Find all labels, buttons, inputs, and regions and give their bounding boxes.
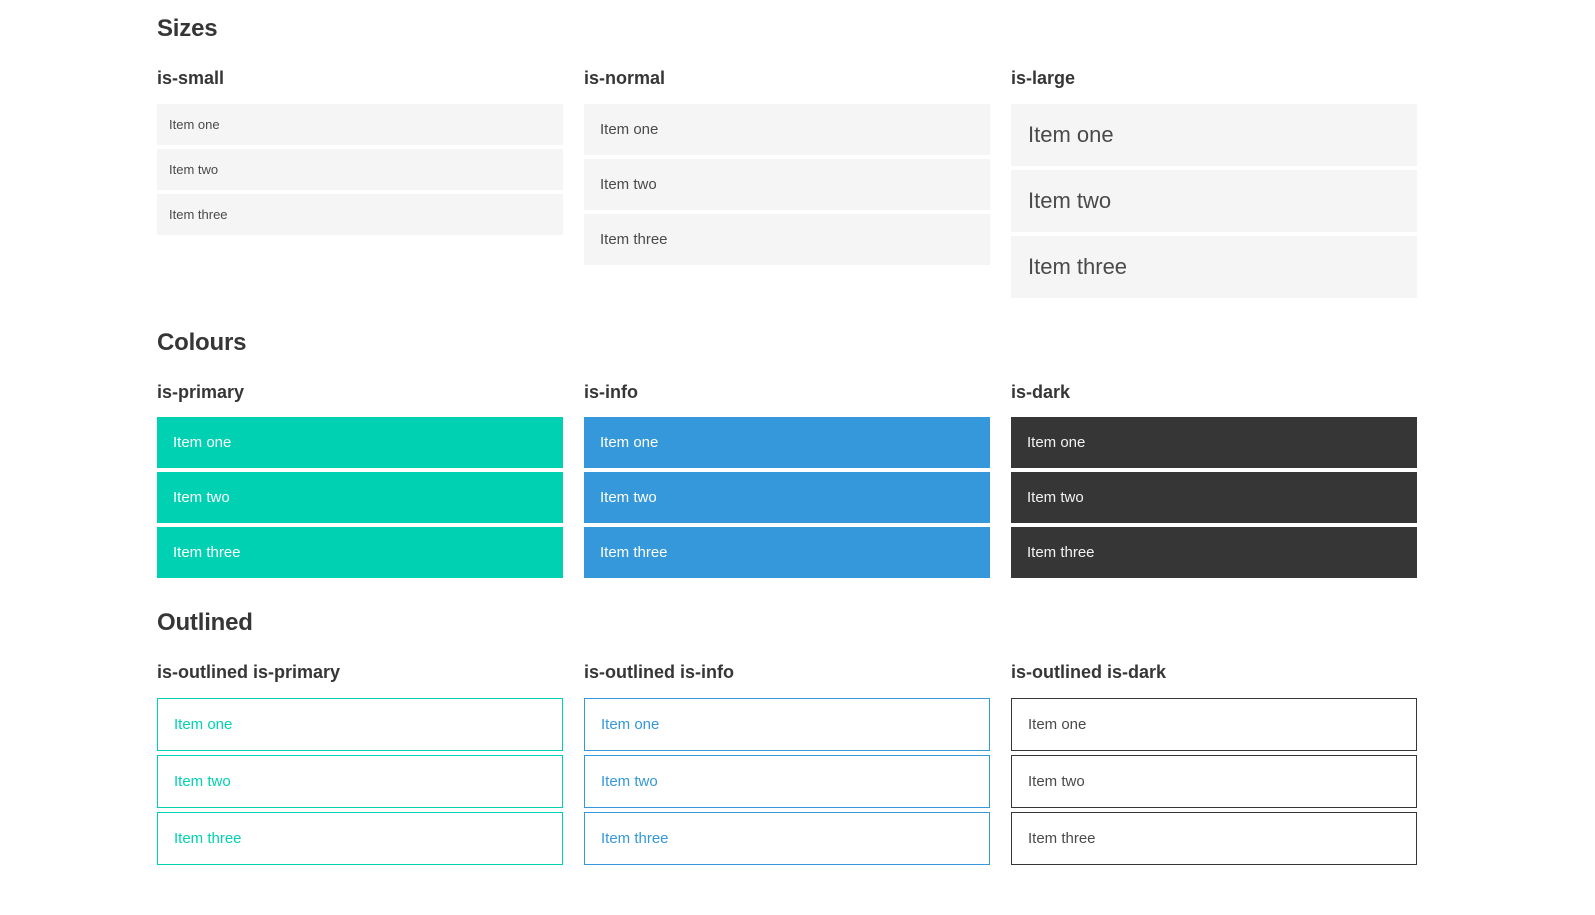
group-is-normal: is-normal Item one Item two Item three	[584, 68, 990, 302]
group-is-dark: is-dark Item one Item two Item three	[1011, 382, 1417, 583]
item-list-outlined-info: Item one Item two Item three	[584, 697, 990, 865]
item-list-dark: Item one Item two Item three	[1011, 417, 1417, 579]
item-list-primary: Item one Item two Item three	[157, 417, 563, 579]
item-list-small: Item one Item two Item three	[157, 103, 563, 235]
list-item[interactable]: Item three	[1011, 527, 1417, 579]
group-label-is-info: is-info	[584, 381, 638, 402]
list-item[interactable]: Item two	[584, 472, 990, 524]
list-item[interactable]: Item three	[157, 193, 563, 235]
list-item[interactable]: Item three	[157, 527, 563, 579]
list-item[interactable]: Item one	[1011, 103, 1417, 166]
list-item[interactable]: Item three	[1011, 811, 1417, 865]
item-list-outlined-dark: Item one Item two Item three	[1011, 697, 1417, 865]
list-item[interactable]: Item one	[584, 103, 990, 155]
list-item[interactable]: Item two	[157, 472, 563, 524]
list-item[interactable]: Item two	[1011, 472, 1417, 524]
list-item[interactable]: Item one	[157, 697, 563, 751]
list-item[interactable]: Item two	[1011, 169, 1417, 232]
group-label-is-primary: is-primary	[157, 381, 245, 402]
list-item[interactable]: Item two	[584, 158, 990, 210]
group-label-is-dark: is-dark	[1011, 381, 1071, 402]
group-label-is-outlined-is-primary: is-outlined is-primary	[157, 662, 341, 683]
list-item[interactable]: Item one	[157, 103, 563, 145]
list-item[interactable]: Item three	[584, 811, 990, 865]
section-title-sizes: Sizes	[157, 15, 218, 42]
list-item[interactable]: Item three	[1011, 235, 1417, 298]
list-item[interactable]: Item two	[157, 754, 563, 808]
group-is-outlined-is-info: is-outlined is-info Item one Item two It…	[584, 662, 990, 869]
item-list-info: Item one Item two Item three	[584, 417, 990, 579]
group-is-small: is-small Item one Item two Item three	[157, 68, 563, 302]
item-list-normal: Item one Item two Item three	[584, 103, 990, 265]
group-label-is-outlined-is-info: is-outlined is-info	[584, 662, 734, 683]
list-item[interactable]: Item one	[584, 417, 990, 469]
outlined-columns: is-outlined is-primary Item one Item two…	[157, 662, 1595, 869]
section-title-outlined: Outlined	[157, 609, 253, 637]
group-label-is-large: is-large	[1011, 68, 1076, 88]
list-item[interactable]: Item one	[584, 697, 990, 751]
group-is-large: is-large Item one Item two Item three	[1011, 68, 1417, 302]
sizes-columns: is-small Item one Item two Item three is…	[157, 68, 1595, 302]
list-item[interactable]: Item one	[1011, 417, 1417, 469]
group-is-info: is-info Item one Item two Item three	[584, 382, 990, 583]
item-list-outlined-primary: Item one Item two Item three	[157, 697, 563, 865]
list-item[interactable]: Item three	[584, 213, 990, 265]
list-item[interactable]: Item two	[157, 148, 563, 190]
colours-columns: is-primary Item one Item two Item three …	[157, 382, 1595, 583]
list-item[interactable]: Item one	[1011, 697, 1417, 751]
list-item[interactable]: Item two	[1011, 754, 1417, 808]
group-label-is-small: is-small	[157, 68, 225, 88]
item-list-large: Item one Item two Item three	[1011, 103, 1417, 298]
group-is-outlined-is-primary: is-outlined is-primary Item one Item two…	[157, 662, 563, 869]
list-item[interactable]: Item one	[157, 417, 563, 469]
section-title-colours: Colours	[157, 328, 247, 356]
list-item[interactable]: Item three	[157, 811, 563, 865]
section-outlined: Outlined is-outlined is-primary Item one…	[157, 608, 1595, 869]
group-label-is-normal: is-normal	[584, 68, 666, 88]
section-sizes: Sizes is-small Item one Item two Item th…	[157, 14, 1595, 302]
section-colours: Colours is-primary Item one Item two Ite…	[157, 328, 1595, 583]
group-is-primary: is-primary Item one Item two Item three	[157, 382, 563, 583]
group-label-is-outlined-is-dark: is-outlined is-dark	[1011, 662, 1167, 683]
list-item[interactable]: Item two	[584, 754, 990, 808]
group-is-outlined-is-dark: is-outlined is-dark Item one Item two It…	[1011, 662, 1417, 869]
list-item[interactable]: Item three	[584, 527, 990, 579]
